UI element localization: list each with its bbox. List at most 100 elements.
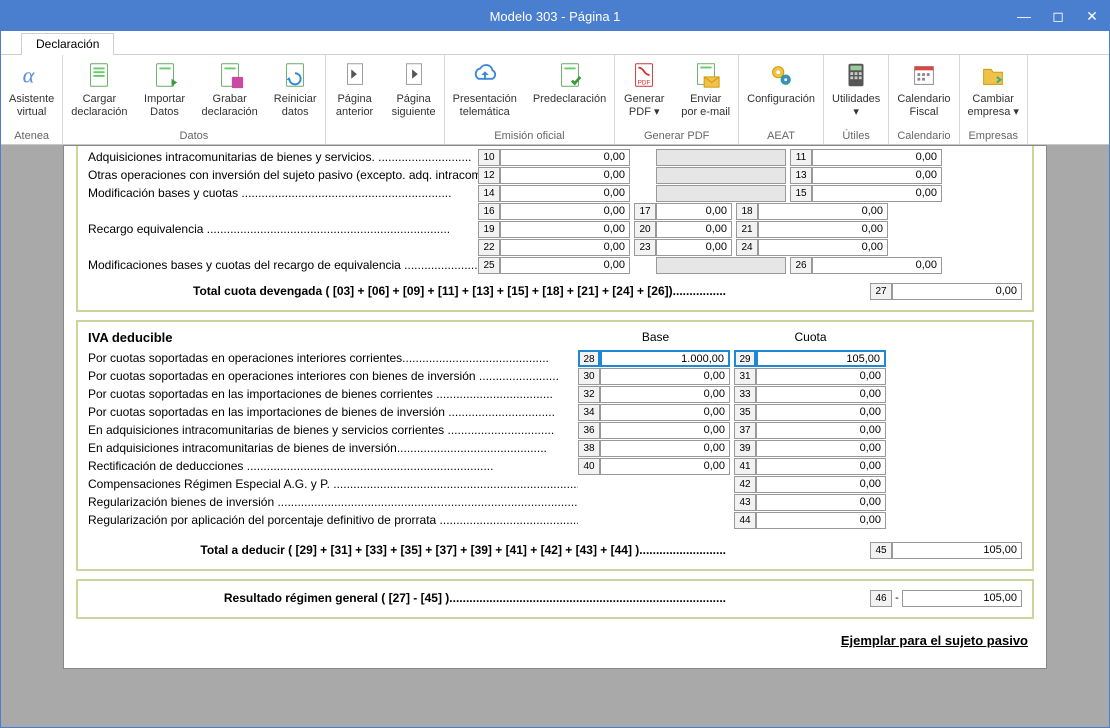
maximize-button[interactable]: ◻ — [1041, 1, 1075, 31]
calendar-icon — [908, 59, 940, 91]
cell-28-val[interactable]: 1.000,00 — [600, 350, 730, 367]
cell-17-val[interactable]: 0,00 — [656, 203, 732, 220]
cell-18-num: 18 — [736, 203, 758, 220]
form-row: Modificaciones bases y cuotas del recarg… — [88, 256, 1022, 274]
row-label: Modificación bases y cuotas ............… — [88, 186, 478, 200]
grabar-declaracion-button[interactable]: Grabardeclaración — [194, 55, 266, 129]
cell-22-val[interactable]: 0,00 — [500, 239, 630, 256]
minimize-button[interactable]: — — [1007, 1, 1041, 31]
cell-23-val[interactable]: 0,00 — [656, 239, 732, 256]
mail-icon — [690, 59, 722, 91]
cell-42-val[interactable]: 0,00 — [756, 476, 886, 493]
row-label: En adquisiciones intracomunitarias de bi… — [88, 441, 578, 455]
pagina-anterior-button[interactable]: Páginaanterior — [326, 55, 384, 141]
cell-29-val[interactable]: 105,00 — [756, 350, 886, 367]
ribbon-group: CalendarioFiscalCalendario — [889, 55, 959, 144]
row-label: Otras operaciones con inversión del suje… — [88, 168, 478, 182]
row-label: Adquisiciones intracomunitarias de biene… — [88, 150, 478, 164]
ribbon-group-title — [326, 141, 444, 144]
alpha-icon: α — [16, 59, 48, 91]
importar-datos-button[interactable]: ImportarDatos — [136, 55, 194, 129]
cell-24-num: 24 — [736, 239, 758, 256]
cargar-declaracion-button[interactable]: Cargardeclaración — [63, 55, 135, 129]
ribbon-group: αAsistentevirtualAtenea — [1, 55, 63, 144]
cambiar-empresa-button[interactable]: Cambiarempresa ▾ — [960, 55, 1027, 129]
cell-18-val[interactable]: 0,00 — [758, 203, 888, 220]
ribbon-group: PáginaanteriorPáginasiguiente — [326, 55, 445, 144]
cell-41-val[interactable]: 0,00 — [756, 458, 886, 475]
reiniciar-datos-button[interactable]: Reiniciardatos — [266, 55, 325, 129]
cell-11-val[interactable]: 0,00 — [812, 149, 942, 166]
cell-37-val[interactable]: 0,00 — [756, 422, 886, 439]
ribbon-group: Utilidades▾Útiles — [824, 55, 889, 144]
cell-19-val[interactable]: 0,00 — [500, 221, 630, 238]
cell-43-num: 43 — [734, 494, 756, 511]
cell-32-val[interactable]: 0,00 — [600, 386, 730, 403]
form-row: Por cuotas soportadas en las importacion… — [88, 403, 1022, 421]
presentacion-telematica-button[interactable]: Presentacióntelemática — [445, 55, 525, 129]
cell-44-val[interactable]: 0,00 — [756, 512, 886, 529]
cell-43-val[interactable]: 0,00 — [756, 494, 886, 511]
predeclaracion-button[interactable]: Predeclaración — [525, 55, 614, 129]
row-label: Modificaciones bases y cuotas del recarg… — [88, 258, 478, 272]
row-label: Compensaciones Régimen Especial A.G. y P… — [88, 477, 578, 491]
cell-21-val[interactable]: 0,00 — [758, 221, 888, 238]
cell-10-val[interactable]: 0,00 — [500, 149, 630, 166]
cell-14-val[interactable]: 0,00 — [500, 185, 630, 202]
titlebar: Modelo 303 - Página 1 — ◻ ✕ — [1, 1, 1109, 31]
ribbon-group-title: Datos — [63, 129, 324, 144]
cell-16-val[interactable]: 0,00 — [500, 203, 630, 220]
ribbon-group-title: AEAT — [739, 129, 823, 144]
cell-11-num: 11 — [790, 149, 812, 166]
cell-46-val[interactable]: 105,00 — [902, 590, 1022, 607]
utilidades-button[interactable]: Utilidades▾ — [824, 55, 888, 129]
calc-icon — [840, 59, 872, 91]
generar-pdf-button[interactable]: PDFGenerarPDF ▾ — [615, 55, 673, 129]
cell-27-num: 27 — [870, 283, 892, 300]
tab-declaracion[interactable]: Declaración — [21, 33, 114, 55]
close-button[interactable]: ✕ — [1075, 1, 1109, 31]
cell-36-val[interactable]: 0,00 — [600, 422, 730, 439]
calendario-fiscal-button[interactable]: CalendarioFiscal — [889, 55, 958, 129]
cell-45-num: 45 — [870, 542, 892, 559]
gears-icon — [765, 59, 797, 91]
cell-35-val[interactable]: 0,00 — [756, 404, 886, 421]
cell-25-val[interactable]: 0,00 — [500, 257, 630, 274]
cell-12-val[interactable]: 0,00 — [500, 167, 630, 184]
configuracion-button[interactable]: Configuración — [739, 55, 823, 129]
col-header-cuota: Cuota — [733, 330, 888, 349]
cell-33-val[interactable]: 0,00 — [756, 386, 886, 403]
cell-38-val[interactable]: 0,00 — [600, 440, 730, 457]
ribbon-group-title: Atenea — [1, 129, 62, 144]
cell-13-val[interactable]: 0,00 — [812, 167, 942, 184]
cell-33-num: 33 — [734, 386, 756, 403]
cell-20-val[interactable]: 0,00 — [656, 221, 732, 238]
footer-ejemplar-link[interactable]: Ejemplar para el sujeto pasivo — [76, 633, 1034, 648]
cell-24-val[interactable]: 0,00 — [758, 239, 888, 256]
ribbon-group-title: Calendario — [889, 129, 958, 144]
content-area[interactable]: Adquisiciones intracomunitarias de biene… — [1, 145, 1109, 727]
cell-26-val[interactable]: 0,00 — [812, 257, 942, 274]
cell-15-val[interactable]: 0,00 — [812, 185, 942, 202]
cell-44-num: 44 — [734, 512, 756, 529]
doc-green-arrow-icon — [149, 59, 181, 91]
cell-27-val[interactable]: 0,00 — [892, 283, 1022, 300]
cell-17-num: 17 — [634, 203, 656, 220]
doc-refresh-icon — [279, 59, 311, 91]
cell-39-val[interactable]: 0,00 — [756, 440, 886, 457]
asistente-virtual-button[interactable]: αAsistentevirtual — [1, 55, 62, 129]
pagina-siguiente-button[interactable]: Páginasiguiente — [384, 55, 444, 141]
ribbon-group-title: Empresas — [960, 129, 1027, 144]
block-deducible: IVA deducible Base Cuota Por cuotas sopo… — [76, 320, 1034, 571]
cell-40-val[interactable]: 0,00 — [600, 458, 730, 475]
cell-30-val[interactable]: 0,00 — [600, 368, 730, 385]
enviar-email-button[interactable]: Enviarpor e-mail — [673, 55, 738, 129]
row-label: Regularización por aplicación del porcen… — [88, 513, 578, 527]
cloud-up-icon — [469, 59, 501, 91]
cell-45-val[interactable]: 105,00 — [892, 542, 1022, 559]
cell-34-val[interactable]: 0,00 — [600, 404, 730, 421]
cell-31-val[interactable]: 0,00 — [756, 368, 886, 385]
total-deducir-label: Total a deducir ( [29] + [31] + [33] + [… — [88, 543, 732, 557]
cell-39-num: 39 — [734, 440, 756, 457]
cell-37-num: 37 — [734, 422, 756, 439]
